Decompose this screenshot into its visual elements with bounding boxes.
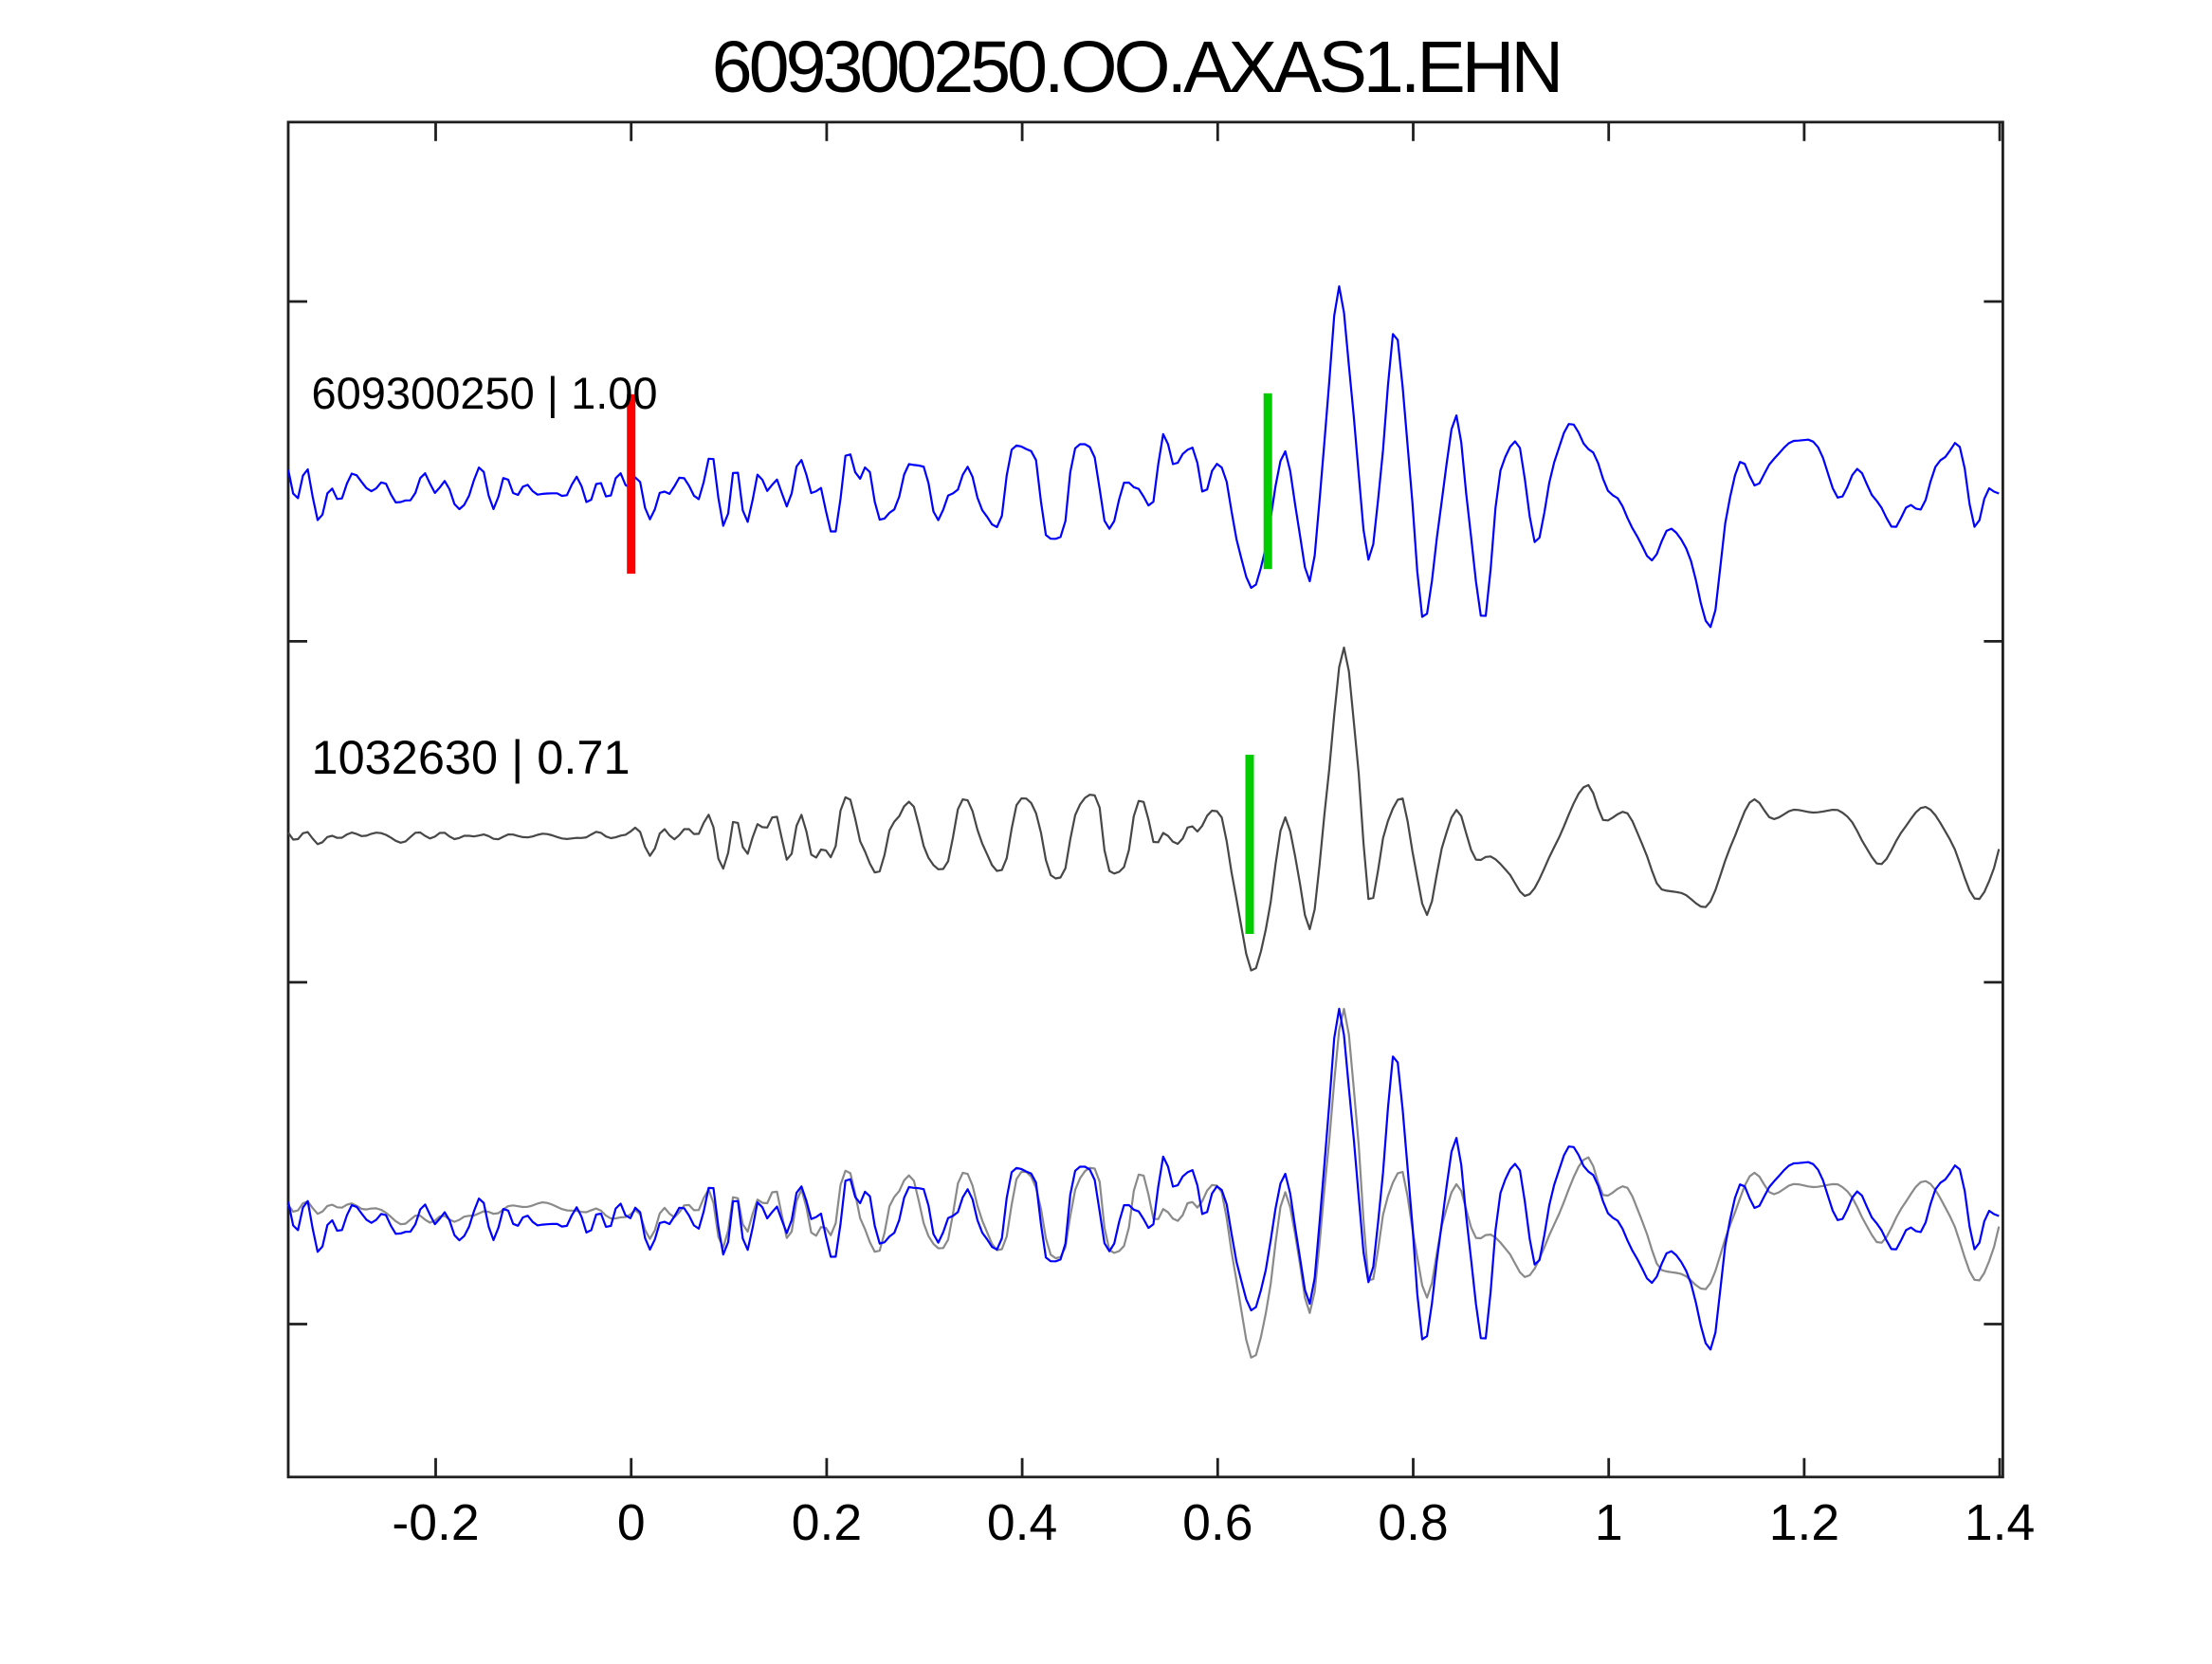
- svg-text:0.8: 0.8: [1378, 1495, 1448, 1551]
- svg-text:0.4: 0.4: [987, 1495, 1057, 1551]
- svg-text:0.2: 0.2: [792, 1495, 862, 1551]
- svg-text:609300250 | 1.00: 609300250 | 1.00: [312, 368, 658, 418]
- svg-text:-0.2: -0.2: [392, 1495, 479, 1551]
- svg-text:1.2: 1.2: [1769, 1495, 1839, 1551]
- svg-text:609300250.OO.AXAS1.EHN: 609300250.OO.AXAS1.EHN: [712, 27, 1560, 108]
- svg-text:1032630 | 0.71: 1032630 | 0.71: [312, 730, 631, 784]
- svg-text:1: 1: [1595, 1495, 1623, 1551]
- svg-text:1.4: 1.4: [1965, 1495, 2035, 1551]
- svg-text:0.6: 0.6: [1182, 1495, 1252, 1551]
- svg-text:0: 0: [617, 1495, 646, 1551]
